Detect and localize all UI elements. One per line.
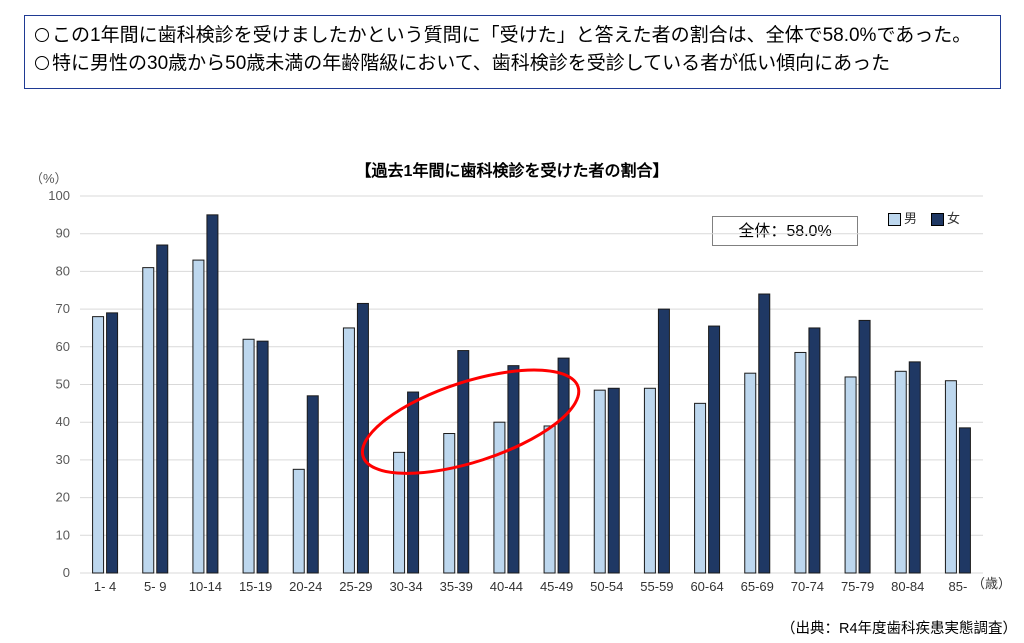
svg-text:70-74: 70-74	[791, 579, 824, 594]
svg-text:50-54: 50-54	[590, 579, 623, 594]
svg-text:75-79: 75-79	[841, 579, 874, 594]
svg-text:100: 100	[48, 188, 70, 203]
svg-text:0: 0	[63, 565, 70, 580]
svg-text:40-44: 40-44	[490, 579, 523, 594]
svg-text:50: 50	[56, 377, 70, 392]
svg-text:1- 4: 1- 4	[94, 579, 116, 594]
svg-text:80: 80	[56, 263, 70, 278]
svg-text:10-14: 10-14	[189, 579, 222, 594]
svg-text:60-64: 60-64	[690, 579, 723, 594]
svg-text:70: 70	[56, 301, 70, 316]
svg-text:5- 9: 5- 9	[144, 579, 166, 594]
svg-text:40: 40	[56, 414, 70, 429]
svg-text:80-84: 80-84	[891, 579, 924, 594]
svg-text:35-39: 35-39	[440, 579, 473, 594]
svg-text:90: 90	[56, 226, 70, 241]
svg-text:30: 30	[56, 452, 70, 467]
svg-text:45-49: 45-49	[540, 579, 573, 594]
svg-text:55-59: 55-59	[640, 579, 673, 594]
svg-text:30-34: 30-34	[389, 579, 422, 594]
svg-text:15-19: 15-19	[239, 579, 272, 594]
svg-text:10: 10	[56, 527, 70, 542]
svg-text:20: 20	[56, 490, 70, 505]
svg-text:60: 60	[56, 339, 70, 354]
svg-text:85-: 85-	[949, 579, 968, 594]
svg-text:65-69: 65-69	[741, 579, 774, 594]
svg-text:25-29: 25-29	[339, 579, 372, 594]
svg-text:20-24: 20-24	[289, 579, 322, 594]
